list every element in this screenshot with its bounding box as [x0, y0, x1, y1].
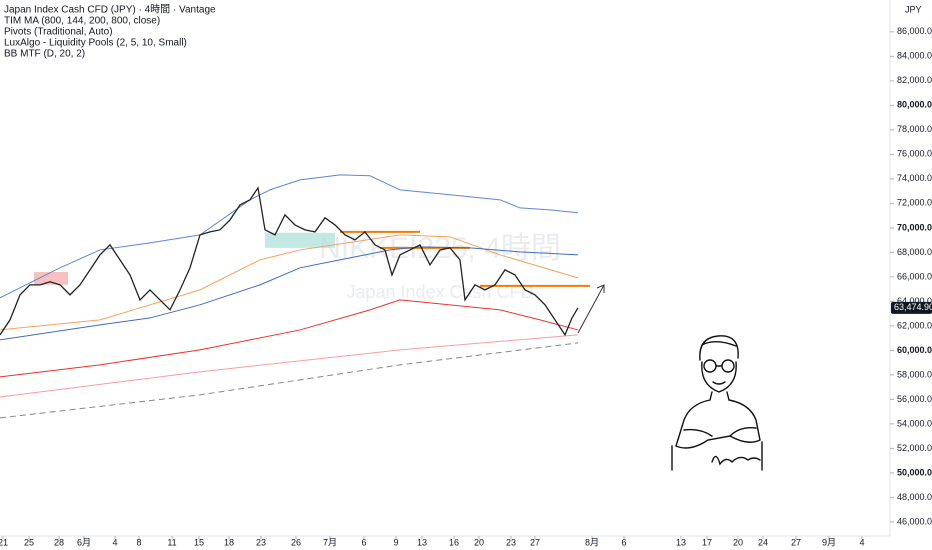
y-tick-label: 70,000.00	[897, 222, 932, 232]
x-tick-label: 20	[733, 537, 743, 547]
legend-line: BB MTF (D, 20, 2)	[4, 49, 85, 60]
y-tick-label: 72,000.00	[897, 198, 932, 208]
legend-line: TIM MA (800, 144, 200, 800, close)	[4, 16, 160, 27]
x-tick-label: 8月	[585, 537, 599, 547]
y-tick-label: 86,000.00	[897, 26, 932, 36]
price-line	[0, 186, 579, 337]
indicator-line	[0, 342, 579, 419]
x-tick-label: 27	[791, 537, 801, 547]
x-tick-label: 23	[506, 537, 516, 547]
x-tick-label: 4	[112, 537, 117, 547]
x-tick-label: 20	[474, 537, 484, 547]
y-tick-label: 60,000.00	[897, 345, 932, 355]
x-tick-label: 18	[224, 537, 234, 547]
x-tick-label: 13	[676, 537, 686, 547]
x-tick-label: 28	[54, 537, 64, 547]
y-tick-label: 76,000.00	[897, 149, 932, 159]
last-price-label: 63,474.90	[894, 302, 932, 312]
x-tick-label: 9	[393, 537, 398, 547]
arrow	[577, 284, 605, 334]
x-tick-label: 27	[530, 537, 540, 547]
y-tick-label: 78,000.00	[897, 124, 932, 134]
x-tick-label: 7月	[323, 537, 337, 547]
y-tick-label: 58,000.00	[897, 369, 932, 379]
x-tick-label: 6	[621, 537, 626, 547]
y-tick-label: 66,000.00	[897, 271, 932, 281]
cartoon	[671, 335, 763, 471]
x-tick-label: 6月	[77, 537, 91, 547]
y-tick-label: 48,000.00	[897, 492, 932, 502]
legend-line: Pivots (Traditional, Auto)	[4, 27, 113, 38]
y-tick-label: 74,000.00	[897, 173, 932, 183]
currency: JPY	[905, 4, 922, 14]
x-tick-label: 17	[702, 537, 712, 547]
x-tick-label: 24	[758, 537, 768, 547]
y-tick-label: 80,000.00	[897, 100, 932, 110]
liquidity-zone	[34, 271, 68, 285]
y-tick-label: 64,000.00	[897, 296, 932, 306]
x-tick-label: 15	[194, 537, 204, 547]
y-tick-label: 84,000.00	[897, 51, 932, 61]
legend-line: LuxAlgo - Liquidity Pools (2, 5, 10, Sma…	[4, 38, 187, 49]
x-tick-label: 16	[449, 537, 459, 547]
x-tick-label: 6	[361, 537, 366, 547]
liquidity-zone	[265, 232, 335, 248]
x-tick-label: 8	[136, 537, 141, 547]
y-tick-label: 50,000.00	[897, 467, 932, 477]
indicator-line	[0, 174, 579, 299]
x-tick-label: 4	[859, 537, 864, 547]
watermark-sub: Japan Index Cash CFD	[346, 282, 533, 302]
last-price-box	[891, 301, 932, 314]
y-tick-label: 56,000.00	[897, 394, 932, 404]
y-tick-label: 54,000.00	[897, 418, 932, 428]
x-tick-label: 21	[0, 537, 8, 547]
indicator-line	[0, 299, 579, 378]
x-tick-label: 25	[24, 537, 34, 547]
x-tick-label: 13	[417, 537, 427, 547]
y-tick-label: 68,000.00	[897, 247, 932, 257]
x-tick-label: 9月	[822, 537, 836, 547]
legend-line: Japan Index Cash CFD (JPY) · 4時間 · Vanta…	[4, 4, 216, 16]
x-tick-label: 26	[291, 537, 301, 547]
y-tick-label: 52,000.00	[897, 443, 932, 453]
indicator-line	[0, 334, 579, 398]
x-tick-label: 11	[167, 537, 176, 547]
indicator-line	[0, 246, 579, 341]
y-tick-label: 62,000.00	[897, 320, 932, 330]
legend: Japan Index Cash CFD (JPY) · 4時間 · Vanta…	[4, 4, 216, 60]
x-tick-label: 23	[256, 537, 266, 547]
y-tick-label: 82,000.00	[897, 75, 932, 85]
y-tick-label: 46,000.00	[897, 516, 932, 526]
